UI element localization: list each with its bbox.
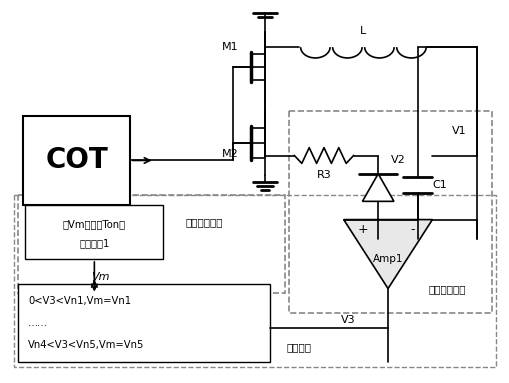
Text: V1: V1	[451, 126, 465, 136]
Text: M2: M2	[221, 149, 238, 159]
Text: 负载检测模块: 负载检测模块	[428, 284, 465, 294]
Text: 判定模块: 判定模块	[286, 342, 311, 352]
Polygon shape	[343, 219, 432, 288]
Text: C1: C1	[431, 180, 446, 190]
Text: 频率选择模块: 频率选择模块	[186, 218, 223, 228]
Bar	[18, 284, 269, 362]
Text: R3: R3	[316, 170, 331, 180]
Bar	[14, 195, 495, 367]
Text: V3: V3	[341, 315, 355, 325]
Bar	[25, 205, 163, 259]
Text: +: +	[357, 223, 368, 236]
Text: Vm: Vm	[91, 272, 109, 282]
Text: M1: M1	[221, 42, 238, 52]
Text: V2: V2	[390, 155, 405, 165]
Bar	[289, 111, 491, 313]
Polygon shape	[362, 174, 393, 201]
Text: Vn4<V3<Vn5,Vm=Vn5: Vn4<V3<Vn5,Vm=Vn5	[29, 340, 145, 350]
Text: Amp1: Amp1	[372, 254, 403, 264]
Text: -: -	[410, 223, 414, 236]
Text: COT: COT	[45, 146, 108, 175]
Text: ……: ……	[29, 318, 48, 328]
Bar	[23, 116, 130, 205]
Bar	[18, 195, 284, 293]
Text: 充电电流1: 充电电流1	[79, 238, 109, 248]
Text: 将Vm转化为Ton的: 将Vm转化为Ton的	[63, 219, 126, 229]
Text: 0<V3<Vn1,Vm=Vn1: 0<V3<Vn1,Vm=Vn1	[29, 296, 131, 306]
Text: L: L	[359, 26, 366, 36]
